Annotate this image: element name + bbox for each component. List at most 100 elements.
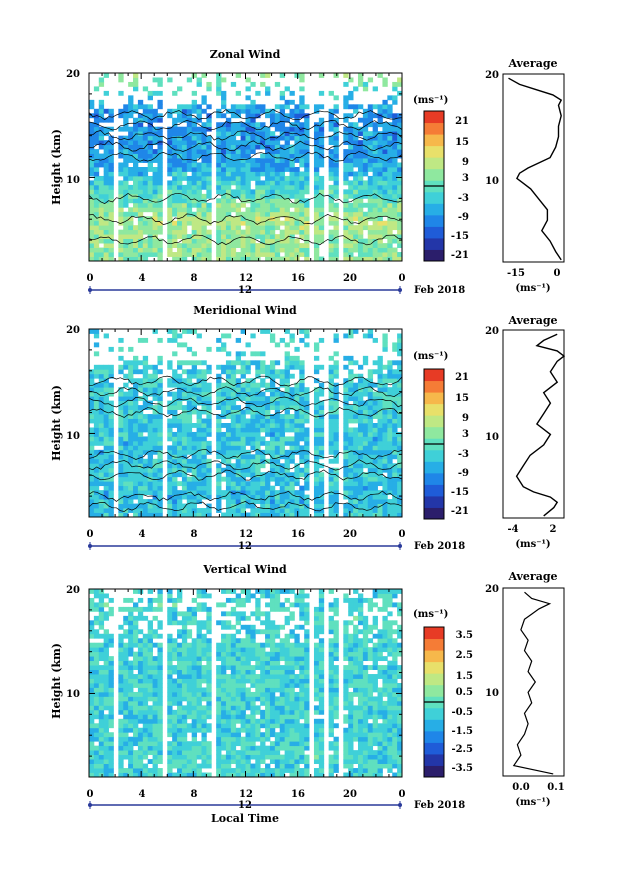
heatmap-cell	[89, 202, 95, 208]
heatmap-cell	[372, 481, 378, 487]
heatmap-cell	[196, 718, 202, 724]
heatmap-cell	[123, 512, 129, 517]
heatmap-cell	[265, 207, 271, 213]
heatmap-cell	[89, 131, 95, 137]
heatmap-cell	[93, 512, 100, 517]
heatmap-cell	[147, 216, 153, 222]
heatmap-cell	[269, 391, 276, 397]
heatmap-cell	[357, 193, 364, 199]
heatmap-cell	[186, 234, 193, 240]
heatmap-cell	[108, 763, 114, 769]
heatmap-cell	[372, 736, 378, 742]
heatmap-cell	[201, 167, 207, 172]
heatmap-cell	[328, 193, 334, 199]
heatmap-cell	[230, 234, 237, 240]
heatmap-cell	[279, 180, 286, 186]
heatmap-cell	[201, 718, 207, 724]
heatmap-cell	[313, 131, 320, 137]
heatmap-cell	[147, 414, 153, 419]
heatmap-cell	[387, 449, 393, 455]
heatmap-cell	[98, 718, 105, 724]
heatmap-cell	[279, 104, 286, 110]
heatmap-cell	[133, 73, 139, 78]
heatmap-cell	[284, 351, 290, 357]
heatmap-cell	[289, 256, 295, 261]
colorbar-swatch	[424, 484, 444, 497]
heatmap-cell	[397, 243, 402, 248]
heatmap-cell	[245, 431, 251, 437]
heatmap-cell	[255, 382, 261, 388]
heatmap-cell	[177, 414, 183, 419]
heatmap-cell	[392, 436, 398, 442]
heatmap-cell	[177, 508, 183, 513]
heatmap-cell	[118, 180, 124, 186]
heatmap-cell	[343, 494, 349, 500]
heatmap-cell	[397, 193, 402, 199]
heatmap-cell	[304, 333, 310, 339]
heatmap-cell	[142, 355, 149, 361]
heatmap-cell	[186, 476, 193, 482]
heatmap-cell	[245, 126, 251, 132]
colorbar-tick-label: 21	[455, 116, 469, 127]
heatmap-cell	[284, 202, 290, 208]
heatmap-cell	[260, 709, 266, 715]
heatmap-cell	[108, 382, 114, 388]
heatmap-cell	[201, 732, 207, 738]
heatmap-cell	[172, 131, 178, 137]
heatmap-cell	[372, 202, 378, 208]
heatmap-cell	[137, 167, 144, 172]
heatmap-cell	[157, 508, 163, 513]
heatmap-cell	[250, 709, 256, 715]
heatmap-cell	[177, 745, 183, 751]
heatmap-cell	[313, 243, 320, 248]
heatmap-cell	[255, 193, 261, 199]
heatmap-cell	[103, 382, 109, 388]
heatmap-cell	[137, 396, 144, 402]
heatmap-cell	[260, 494, 266, 500]
heatmap-cell	[313, 490, 320, 496]
colorbar-swatch	[424, 461, 444, 474]
heatmap-cell	[353, 243, 359, 248]
heatmap-cell	[260, 162, 266, 168]
heatmap-cell	[397, 238, 402, 244]
heatmap-cell	[230, 373, 237, 379]
heatmap-cell	[299, 759, 305, 764]
heatmap-cell	[93, 167, 100, 172]
heatmap-cell	[118, 405, 124, 410]
heatmap-cell	[191, 238, 197, 244]
heatmap-cell	[313, 440, 320, 446]
heatmap-cell	[172, 458, 178, 464]
heatmap-cell	[93, 342, 100, 348]
heatmap-cell	[245, 745, 251, 751]
heatmap-cell	[157, 490, 163, 496]
heatmap-cell	[357, 499, 364, 504]
heatmap-cell	[186, 193, 193, 199]
heatmap-cell	[367, 238, 374, 244]
heatmap-cell	[191, 750, 197, 756]
heatmap-cell	[103, 189, 109, 195]
heatmap-cell	[137, 759, 144, 764]
heatmap-cell	[152, 736, 158, 742]
heatmap-cell	[279, 467, 286, 473]
heatmap-cell	[284, 481, 290, 487]
heatmap-cell	[353, 754, 359, 760]
heatmap-cell	[328, 126, 334, 132]
heatmap-cell	[235, 126, 242, 132]
heatmap-cell	[387, 162, 393, 168]
heatmap-cell	[353, 454, 359, 460]
heatmap-cell	[284, 247, 290, 253]
heatmap-cell	[181, 741, 188, 747]
heatmap-cell	[167, 108, 173, 114]
heatmap-cell	[108, 346, 114, 352]
heatmap-cell	[152, 90, 158, 96]
heatmap-cell	[118, 346, 124, 352]
heatmap-cell	[328, 723, 334, 729]
heatmap-cell	[299, 503, 305, 509]
heatmap-cell	[318, 436, 325, 442]
heatmap-cell	[118, 167, 124, 172]
heatmap-cell	[318, 193, 325, 199]
heatmap-cell	[304, 387, 310, 393]
heatmap-cell	[348, 211, 354, 217]
heatmap-cell	[133, 405, 139, 410]
heatmap-cell	[362, 463, 369, 469]
